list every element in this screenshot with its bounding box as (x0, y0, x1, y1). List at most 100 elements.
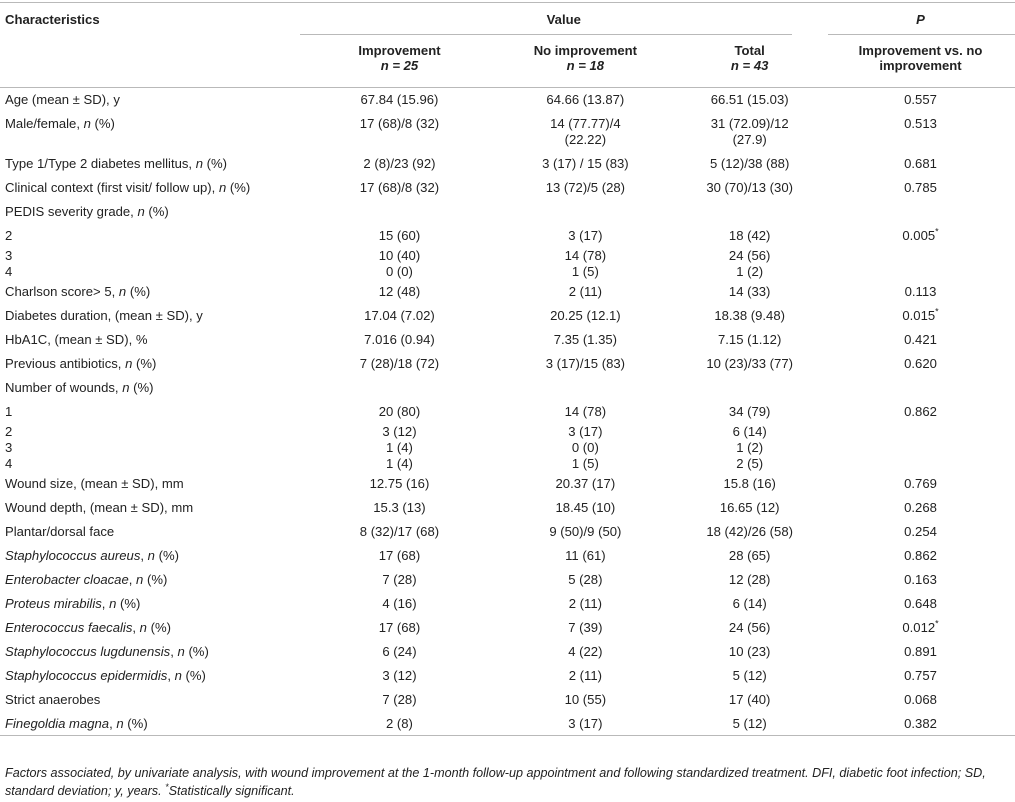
p-value-cell: 0.757 (904, 667, 937, 683)
total-cell: 31 (72.09)/12 (27.9) (710, 115, 789, 147)
p-value-cell: 0.268 (904, 499, 937, 515)
row-label: Finegoldia magna, n (%) (0, 711, 302, 736)
improvement-cell: 15.3 (13) (373, 499, 426, 515)
no-improvement-cell: 5 (28) (568, 571, 603, 587)
total-cell: 7.15 (1.12) (718, 331, 782, 347)
p-value-cell (826, 424, 1015, 440)
p-group-rule (828, 34, 1015, 35)
row-label: Wound size, (mean ± SD), mm (5, 475, 184, 491)
no-improvement-cell: 9 (50)/9 (50) (549, 523, 622, 539)
row-label: Staphylococcus epidermidis, n (%) (5, 667, 206, 683)
no-improvement-cell: 3 (17) (568, 227, 603, 243)
value-group-rule (300, 34, 792, 35)
table-row: 1 20 (80) 14 (78) 34 (79) 0.862 (0, 400, 1015, 424)
no-improvement-cell: 20.25 (12.1) (550, 307, 621, 323)
p-value-cell: 0.769 (904, 475, 937, 491)
improvement-cell: 0 (0) (385, 263, 413, 279)
header-characteristics: Characteristics (0, 2, 302, 35)
no-improvement-cell: 14 (78) (564, 247, 607, 263)
total-cell: 17 (40) (728, 691, 771, 707)
improvement-cell: 6 (24) (382, 643, 417, 659)
row-label: Wound depth, (mean ± SD), mm (5, 499, 194, 515)
no-improvement-cell: 7.35 (1.35) (553, 331, 618, 347)
row-label: Previous antibiotics, n (%) (5, 355, 157, 371)
improvement-cell: 1 (4) (385, 455, 413, 471)
improvement-cell: 10 (40) (378, 247, 421, 263)
row-label: Enterobacter cloacae, n (%) (5, 571, 168, 587)
total-cell: 10 (23)/33 (77) (706, 355, 793, 371)
no-improvement-cell: 0 (0) (571, 439, 599, 455)
total-cell: 24 (56) (728, 247, 771, 263)
table-row: Charlson score> 5, n (%) 12 (48) 2 (11) 14 … (0, 280, 1015, 304)
no-improvement-cell: 2 (11) (568, 595, 602, 611)
no-improvement-cell (497, 376, 673, 400)
no-improvement-cell: 1 (5) (571, 455, 599, 471)
no-improvement-cell: 14 (78) (564, 403, 607, 419)
row-label: Staphylococcus aureus, n (%) (5, 547, 179, 563)
p-value-cell: 0.785 (904, 179, 937, 195)
p-value-cell (826, 376, 1015, 400)
total-cell: 6 (14) (732, 595, 767, 611)
row-label: 4 (5, 455, 13, 471)
improvement-cell (301, 376, 497, 400)
improvement-cell: 2 (8) (301, 711, 498, 736)
table-row: Previous antibiotics, n (%) 7 (28)/18 (72… (0, 352, 1015, 376)
no-improvement-cell: 20.37 (17) (555, 475, 616, 491)
total-cell (673, 200, 826, 224)
no-improvement-cell: 4 (22) (568, 643, 603, 659)
improvement-cell: 15 (60) (378, 227, 421, 243)
no-improvement-cell: 2 (11) (568, 283, 602, 299)
p-value-cell: 0.620 (904, 355, 937, 371)
p-value-cell (826, 248, 1015, 264)
p-value-cell: 0.015* (902, 306, 939, 323)
table-row: Enterobacter cloacae, n (%) 7 (28) 5 (28) 1… (0, 568, 1015, 592)
total-cell: 28 (65) (728, 547, 771, 563)
row-label: 3 (5, 439, 13, 455)
header-comparison: Improvement vs. no improvement (858, 42, 983, 73)
improvement-cell: 17 (68) (378, 547, 421, 563)
table-row: Finegoldia magna, n (%) 2 (8) 3 (17) 5 (12)… (0, 711, 1015, 736)
no-improvement-cell: 2 (11) (568, 667, 602, 683)
p-value-cell (826, 264, 1015, 280)
improvement-cell: 17 (68) (378, 619, 421, 635)
table-body: Age (mean ± SD), y 67.84 (15.96) 64.66 (13… (0, 88, 1015, 736)
row-label: 4 (5, 263, 13, 279)
table-row: Strict anaerobes 7 (28) 10 (55) 17 (40) 0.06… (0, 688, 1015, 712)
table-row: Male/female, n (%) 17 (68)/8 (32) 14 (77.7… (0, 112, 1015, 152)
results-table: Characteristics Value P Improvement n = … (0, 2, 1015, 736)
header-p: P (826, 2, 1015, 35)
improvement-cell: 7 (28)/18 (72) (359, 355, 440, 371)
row-label: 2 (5, 227, 13, 243)
improvement-cell: 4 (16) (382, 595, 417, 611)
improvement-cell: 12 (48) (378, 283, 421, 299)
p-value-cell: 0.254 (904, 523, 937, 539)
total-cell (673, 376, 826, 400)
improvement-cell: 7 (28) (382, 691, 417, 707)
total-cell: 18 (42) (728, 227, 771, 243)
total-cell: 18.38 (9.48) (714, 307, 785, 323)
table-row: Clinical context (first visit/ follow up… (0, 176, 1015, 200)
table-row: Age (mean ± SD), y 67.84 (15.96) 64.66 (13… (0, 88, 1015, 112)
improvement-cell: 17.04 (7.02) (364, 307, 435, 323)
row-label: Diabetes duration, (mean ± SD), y (5, 307, 203, 323)
total-cell: 34 (79) (728, 403, 771, 419)
improvement-cell: 17 (68)/8 (32) (359, 115, 440, 131)
row-label: Clinical context (first visit/ follow up… (5, 179, 251, 195)
row-label: Male/female, n (%) (5, 115, 115, 131)
table-row: HbA1C, (mean ± SD), % 7.016 (0.94) 7.35 (1… (0, 328, 1015, 352)
no-improvement-cell (497, 200, 673, 224)
p-value-cell: 0.421 (904, 331, 937, 347)
row-label: Enterococcus faecalis, n (%) (5, 619, 171, 635)
table-row: Staphylococcus epidermidis, n (%) 3 (12) 2… (0, 664, 1015, 688)
no-improvement-cell: 13 (72)/5 (28) (545, 179, 626, 195)
improvement-cell: 3 (12) (382, 423, 417, 439)
row-label: Age (mean ± SD), y (5, 92, 120, 107)
table-row: Enterococcus faecalis, n (%) 17 (68) 7 (39… (0, 616, 1015, 640)
total-cell: 15.8 (16) (723, 475, 776, 491)
total-cell: 14 (33) (728, 283, 771, 299)
header-total: Total n = 43 (730, 42, 769, 73)
p-value-cell: 0.862 (904, 403, 937, 419)
p-value-cell: 0.163 (904, 571, 937, 587)
header-improvement: Improvement n = 25 (358, 42, 441, 73)
